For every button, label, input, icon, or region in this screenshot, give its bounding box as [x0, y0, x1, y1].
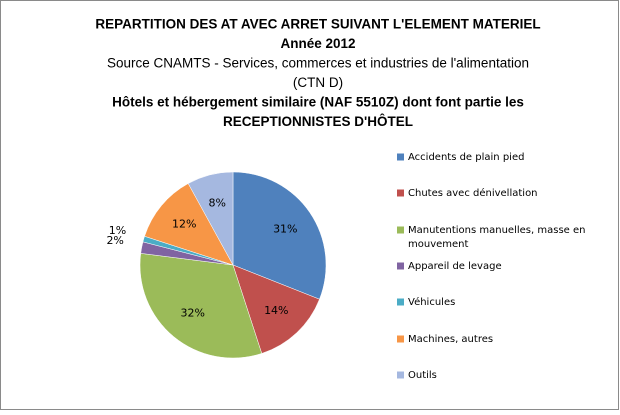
- legend-label: Appareil de levage: [408, 261, 502, 272]
- data-label: 12%: [172, 218, 196, 231]
- legend-swatch: [397, 153, 404, 161]
- data-label: 31%: [273, 222, 297, 235]
- legend-swatch: [397, 226, 404, 234]
- legend-swatch: [397, 262, 404, 270]
- legend-swatch: [397, 189, 404, 197]
- legend-label: Outils: [408, 370, 437, 381]
- chart-title: Hôtels et hébergement similaire (NAF 551…: [112, 95, 524, 110]
- data-label: 32%: [180, 307, 204, 320]
- pie-slice: [139, 253, 263, 359]
- chart-title: Source CNAMTS - Services, commerces et i…: [107, 56, 529, 71]
- data-label: 2%: [106, 234, 123, 247]
- pie-slice: [187, 171, 234, 266]
- chart-title: REPARTITION DES AT AVEC ARRET SUIVANT L'…: [95, 17, 540, 32]
- legend-swatch: [397, 298, 404, 306]
- pie-slice: [232, 171, 327, 300]
- legend-label: Machines, autres: [408, 334, 493, 345]
- chart-title: Année 2012: [280, 36, 355, 51]
- pie-slice: [144, 183, 234, 266]
- legend-label: Manutentions manuelles, masse en mouvemen…: [408, 225, 585, 250]
- legend-label: Chutes avec dénivellation: [408, 187, 538, 199]
- data-label: 1%: [109, 224, 126, 237]
- legend-label: Accidents de plain pied: [408, 152, 524, 163]
- data-label: 8%: [209, 197, 226, 210]
- legend-swatch: [397, 371, 404, 379]
- data-label: 14%: [264, 304, 288, 317]
- legend-line: mouvement: [408, 239, 468, 250]
- legend-label: Véhicules: [408, 296, 455, 308]
- legend-swatch: [397, 335, 404, 343]
- chart-title: RECEPTIONNISTES D'HÔTEL: [223, 114, 413, 129]
- legend-line: Manutentions manuelles, masse en: [408, 225, 585, 236]
- chart-title: (CTN D): [293, 75, 343, 90]
